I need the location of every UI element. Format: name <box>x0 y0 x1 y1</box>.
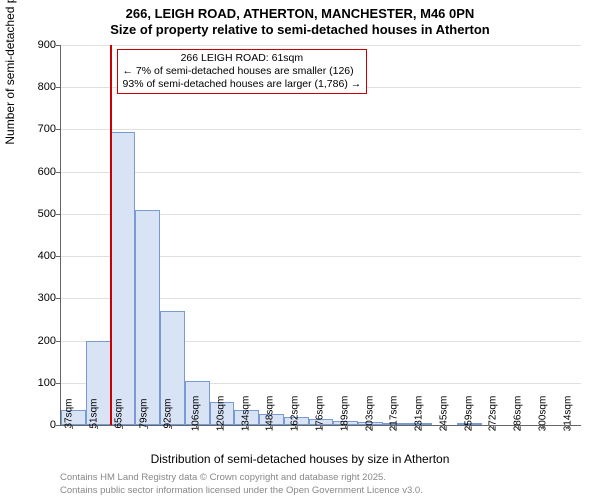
ytick-label: 0 <box>30 419 56 431</box>
xtick-mark <box>320 425 321 429</box>
xtick-mark <box>171 425 172 429</box>
xtick-mark <box>147 425 148 429</box>
xtick-mark <box>270 425 271 429</box>
ytick-label: 800 <box>30 81 56 93</box>
gridline <box>61 45 581 46</box>
xtick-mark <box>444 425 445 429</box>
gridline <box>61 129 581 130</box>
chart-container: 266, LEIGH ROAD, ATHERTON, MANCHESTER, M… <box>0 0 600 500</box>
ytick-label: 500 <box>30 208 56 220</box>
histogram-bar <box>111 132 136 425</box>
xtick-mark <box>493 425 494 429</box>
xtick-mark <box>518 425 519 429</box>
ytick-label: 600 <box>30 166 56 178</box>
xtick-mark <box>370 425 371 429</box>
xtick-mark <box>345 425 346 429</box>
ytick-label: 200 <box>30 335 56 347</box>
xtick-label: 92sqm <box>163 398 174 428</box>
callout-box: 266 LEIGH ROAD: 61sqm ← 7% of semi-detac… <box>117 49 368 94</box>
xtick-label: 51sqm <box>89 398 100 428</box>
footer-attribution-2: Contains public sector information licen… <box>60 485 423 496</box>
xtick-mark <box>419 425 420 429</box>
xtick-mark <box>295 425 296 429</box>
x-axis-label: Distribution of semi-detached houses by … <box>0 452 600 466</box>
property-marker-line <box>110 45 112 425</box>
histogram-bar <box>135 210 160 425</box>
callout-line1: 266 LEIGH ROAD: 61sqm <box>123 52 362 65</box>
xtick-mark <box>394 425 395 429</box>
xtick-mark <box>246 425 247 429</box>
ytick-label: 700 <box>30 123 56 135</box>
xtick-mark <box>72 425 73 429</box>
plot-area: 266 LEIGH ROAD: 61sqm ← 7% of semi-detac… <box>60 45 581 426</box>
xtick-mark <box>568 425 569 429</box>
xtick-mark <box>97 425 98 429</box>
gridline <box>61 172 581 173</box>
y-axis-label: Number of semi-detached properties <box>3 0 17 145</box>
callout-line3: 93% of semi-detached houses are larger (… <box>123 78 362 91</box>
callout-line2: ← 7% of semi-detached houses are smaller… <box>123 65 362 78</box>
chart-title-line1: 266, LEIGH ROAD, ATHERTON, MANCHESTER, M… <box>0 6 600 21</box>
xtick-mark <box>221 425 222 429</box>
xtick-mark <box>543 425 544 429</box>
chart-title-line2: Size of property relative to semi-detach… <box>0 22 600 37</box>
ytick-label: 900 <box>30 39 56 51</box>
xtick-mark <box>196 425 197 429</box>
xtick-mark <box>469 425 470 429</box>
ytick-label: 400 <box>30 250 56 262</box>
xtick-mark <box>122 425 123 429</box>
ytick-label: 300 <box>30 292 56 304</box>
ytick-label: 100 <box>30 377 56 389</box>
footer-attribution-1: Contains HM Land Registry data © Crown c… <box>60 472 386 483</box>
xtick-label: 79sqm <box>138 398 149 428</box>
xtick-label: 37sqm <box>64 398 75 428</box>
xtick-label: 65sqm <box>113 398 124 428</box>
